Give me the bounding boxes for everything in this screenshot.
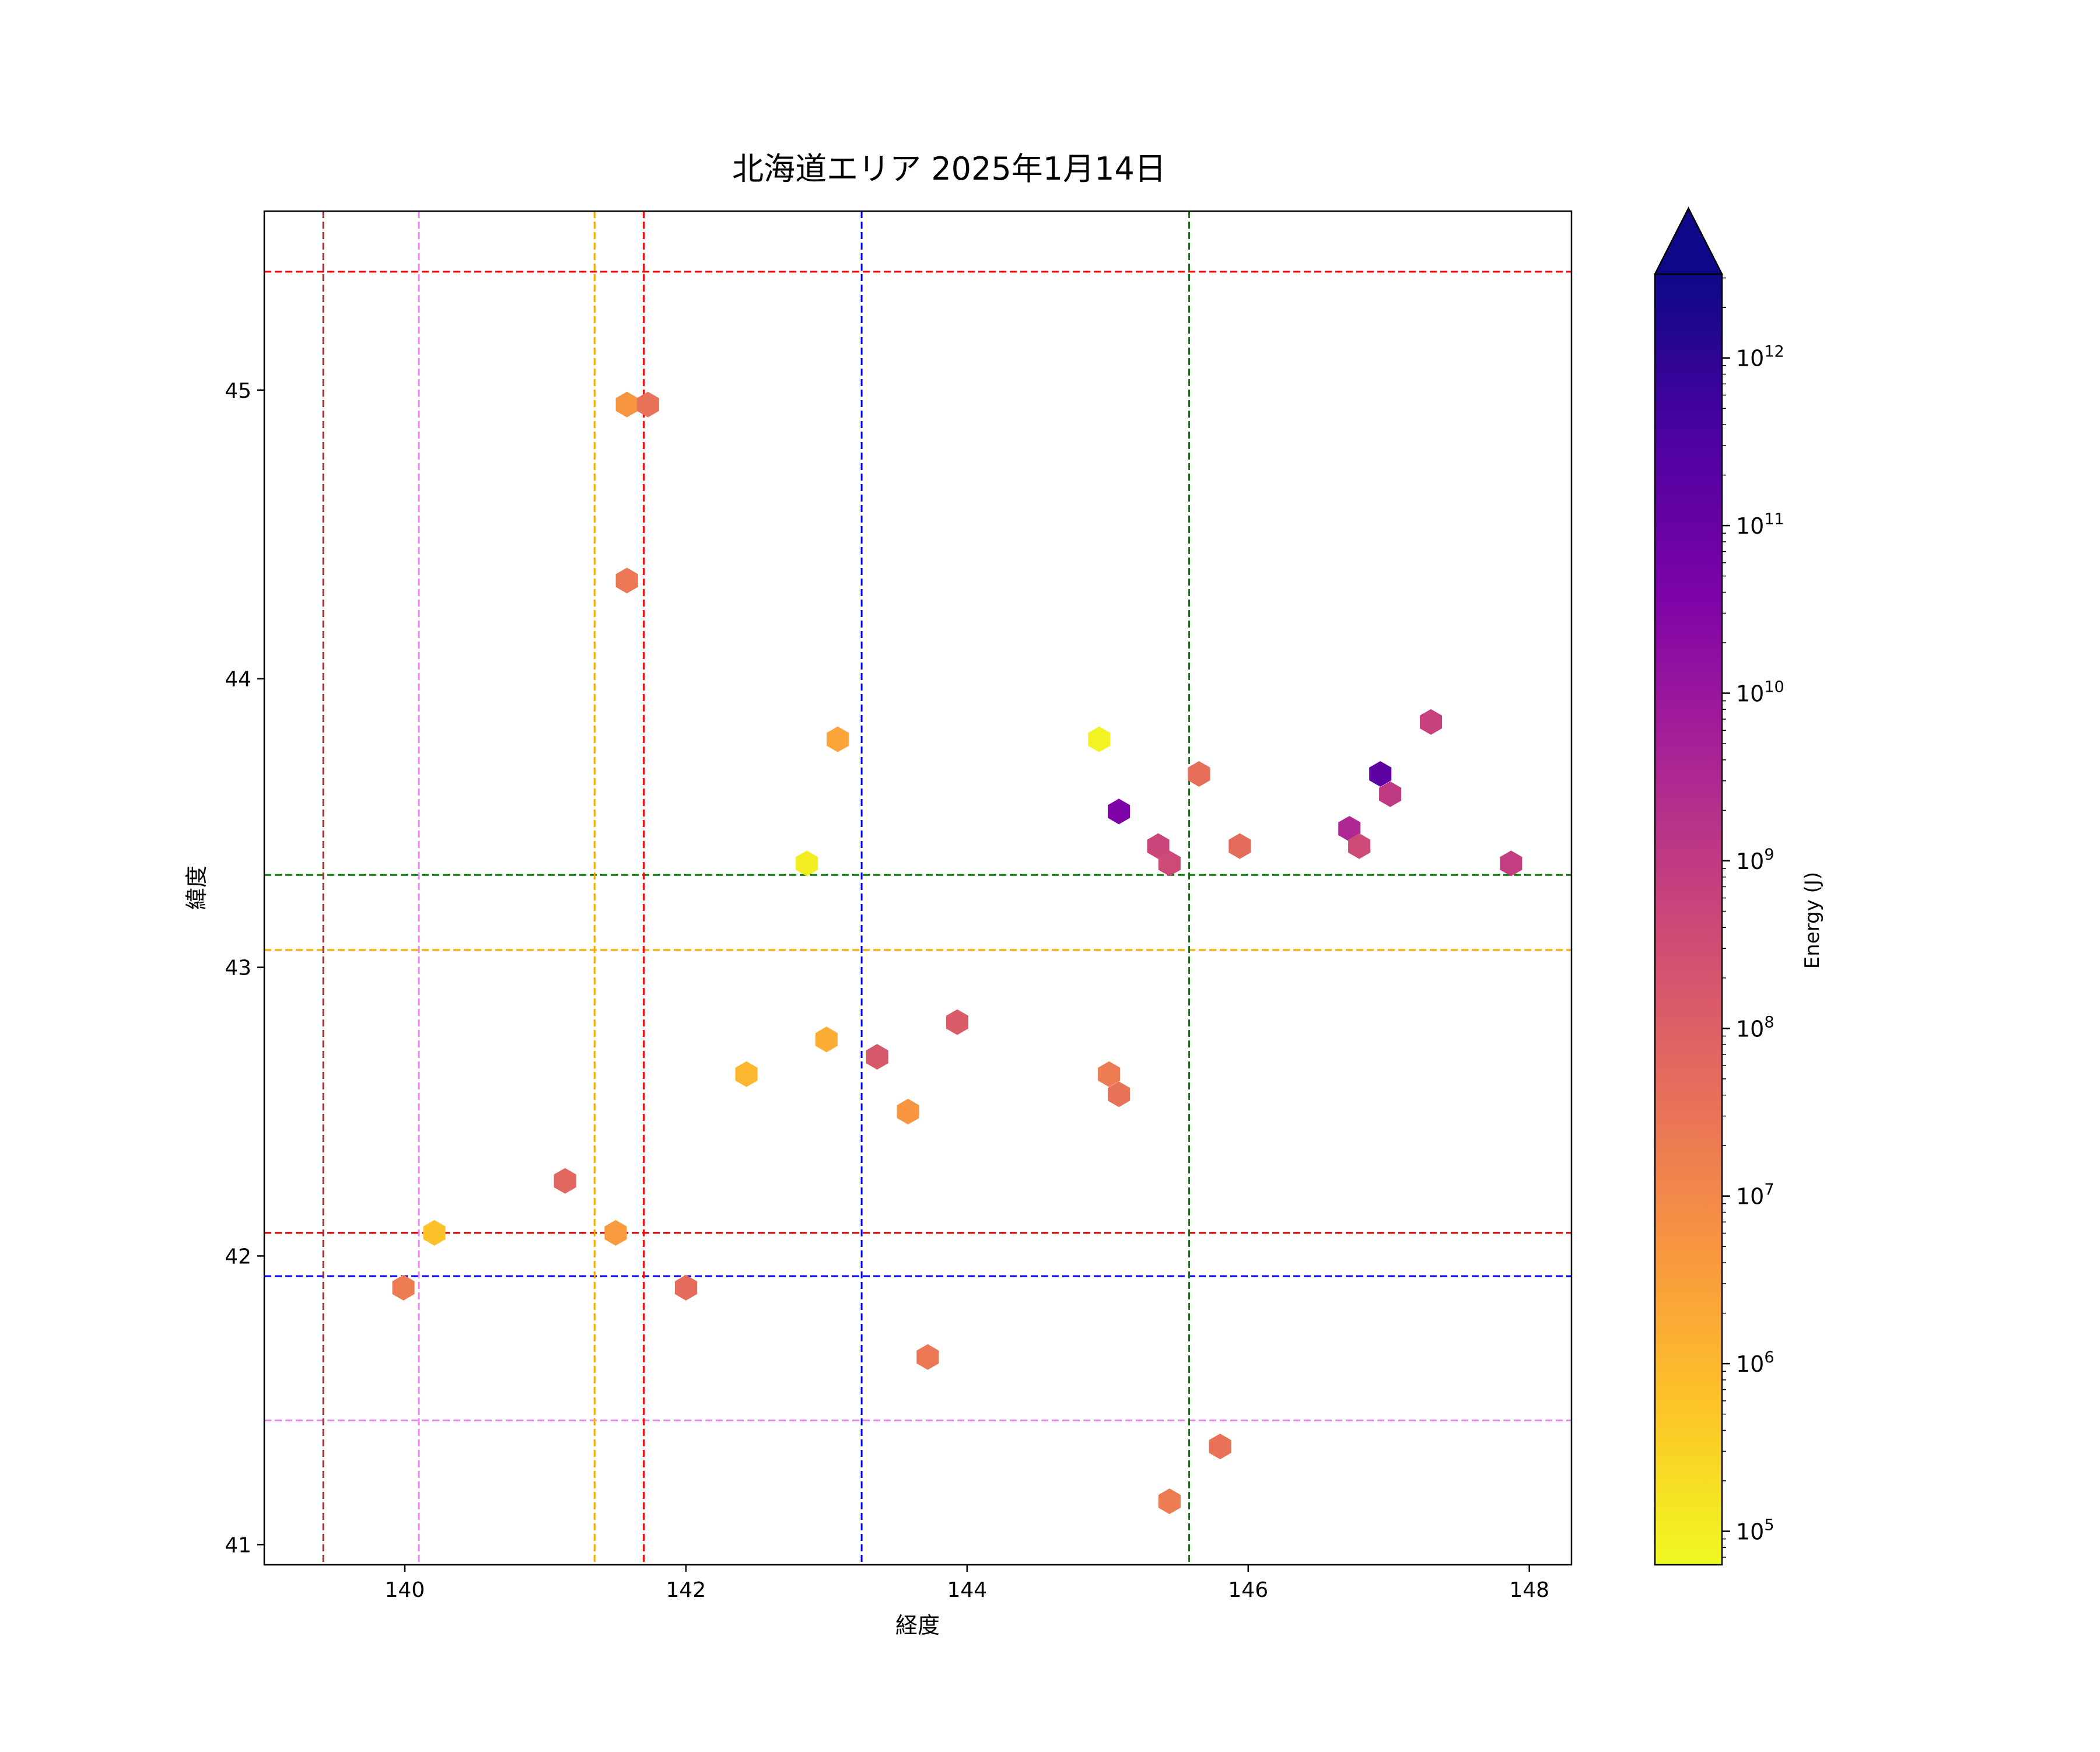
data-point-hexagon — [615, 391, 638, 418]
y-tick-label: 42 — [225, 1245, 251, 1269]
y-axis-label: 緯度 — [184, 866, 209, 910]
colorbar-tick-base: 10 — [1736, 1184, 1764, 1210]
colorbar-tick-label: 1012 — [1736, 343, 1784, 372]
data-point-hexagon — [897, 1099, 919, 1124]
colorbar-tick-exponent: 12 — [1764, 343, 1784, 361]
y-tick-label: 43 — [225, 956, 251, 980]
colorbar-tick-exponent: 5 — [1764, 1516, 1774, 1534]
data-point-hexagon — [916, 1344, 939, 1370]
data-point-hexagon — [1188, 761, 1210, 787]
colorbar-tick-exponent: 7 — [1764, 1181, 1774, 1199]
data-point-hexagon — [636, 391, 659, 418]
data-point-hexagon — [615, 567, 638, 594]
colorbar-tick-label: 1011 — [1736, 510, 1784, 539]
data-point-hexagon — [1228, 833, 1251, 859]
colorbar-tick-exponent: 10 — [1764, 678, 1784, 696]
colorbar-tick-base: 10 — [1736, 1519, 1764, 1545]
data-point-hexagon — [796, 850, 818, 877]
data-point-hexagon — [554, 1168, 576, 1194]
data-point-hexagon — [1209, 1434, 1231, 1460]
colorbar-tick-label: 108 — [1736, 1013, 1774, 1042]
data-point-hexagon — [1088, 726, 1111, 752]
colorbar-tick-label: 107 — [1736, 1181, 1774, 1210]
colorbar-tick-base: 10 — [1736, 513, 1764, 539]
data-point-hexagon — [815, 1026, 838, 1053]
data-point-hexagon — [1338, 816, 1361, 842]
data-point-hexagon — [1369, 761, 1392, 787]
colorbar-tick-exponent: 6 — [1764, 1348, 1774, 1366]
data-point-hexagon — [1500, 850, 1522, 877]
x-tick-label: 144 — [947, 1578, 987, 1602]
data-point-hexagon — [1379, 781, 1402, 807]
data-point-hexagon — [866, 1044, 888, 1070]
data-point-hexagon — [1108, 1081, 1130, 1108]
colorbar-tick-label: 105 — [1736, 1516, 1774, 1545]
data-point-hexagon — [1348, 833, 1371, 859]
data-point-hexagon — [1098, 1061, 1121, 1087]
colorbar-tick-label: 109 — [1736, 846, 1774, 874]
data-point-hexagon — [423, 1220, 446, 1246]
y-tick-label: 41 — [225, 1533, 251, 1557]
x-axis-label: 経度 — [895, 1613, 940, 1638]
data-point-hexagon — [674, 1274, 697, 1301]
data-point-hexagon — [1158, 1488, 1181, 1515]
colorbar-tick-exponent: 8 — [1764, 1013, 1774, 1031]
data-point-hexagon — [735, 1061, 758, 1087]
x-tick-label: 142 — [666, 1578, 706, 1602]
chart-title: 北海道エリア 2025年1月14日 — [732, 150, 1166, 187]
data-point-hexagon — [392, 1274, 415, 1301]
y-tick-label: 44 — [225, 668, 251, 692]
x-tick-label: 148 — [1509, 1578, 1549, 1602]
data-point-hexagon — [1108, 798, 1130, 825]
colorbar-tick-base: 10 — [1736, 346, 1764, 372]
colorbar-tick-exponent: 11 — [1764, 510, 1784, 528]
plot-frame — [263, 210, 1573, 1566]
colorbar-tick-exponent: 9 — [1764, 846, 1774, 864]
data-point-hexagon — [946, 1009, 968, 1035]
colorbar-gradient — [1654, 273, 1723, 1566]
colorbar-extend-arrow — [1653, 206, 1724, 275]
data-point-hexagon — [604, 1220, 627, 1246]
data-point-hexagon — [1158, 850, 1181, 877]
y-tick-label: 45 — [225, 379, 251, 403]
colorbar-tick-base: 10 — [1736, 681, 1764, 707]
colorbar-tick-label: 106 — [1736, 1348, 1774, 1377]
colorbar-tick-base: 10 — [1736, 1016, 1764, 1042]
x-tick-label: 140 — [385, 1578, 425, 1602]
data-point-hexagon — [827, 726, 849, 752]
colorbar-tick-base: 10 — [1736, 849, 1764, 874]
plot-area: 140 142 144 146 148 41 42 43 44 45 — [225, 210, 1573, 1602]
x-tick-label: 146 — [1228, 1578, 1268, 1602]
colorbar-label: Energy (J) — [1801, 872, 1824, 969]
data-point-hexagon — [1147, 833, 1170, 859]
colorbar-tick-base: 10 — [1736, 1351, 1764, 1377]
colorbar-tick-label: 1010 — [1736, 678, 1784, 707]
data-point-hexagon — [1420, 709, 1443, 735]
